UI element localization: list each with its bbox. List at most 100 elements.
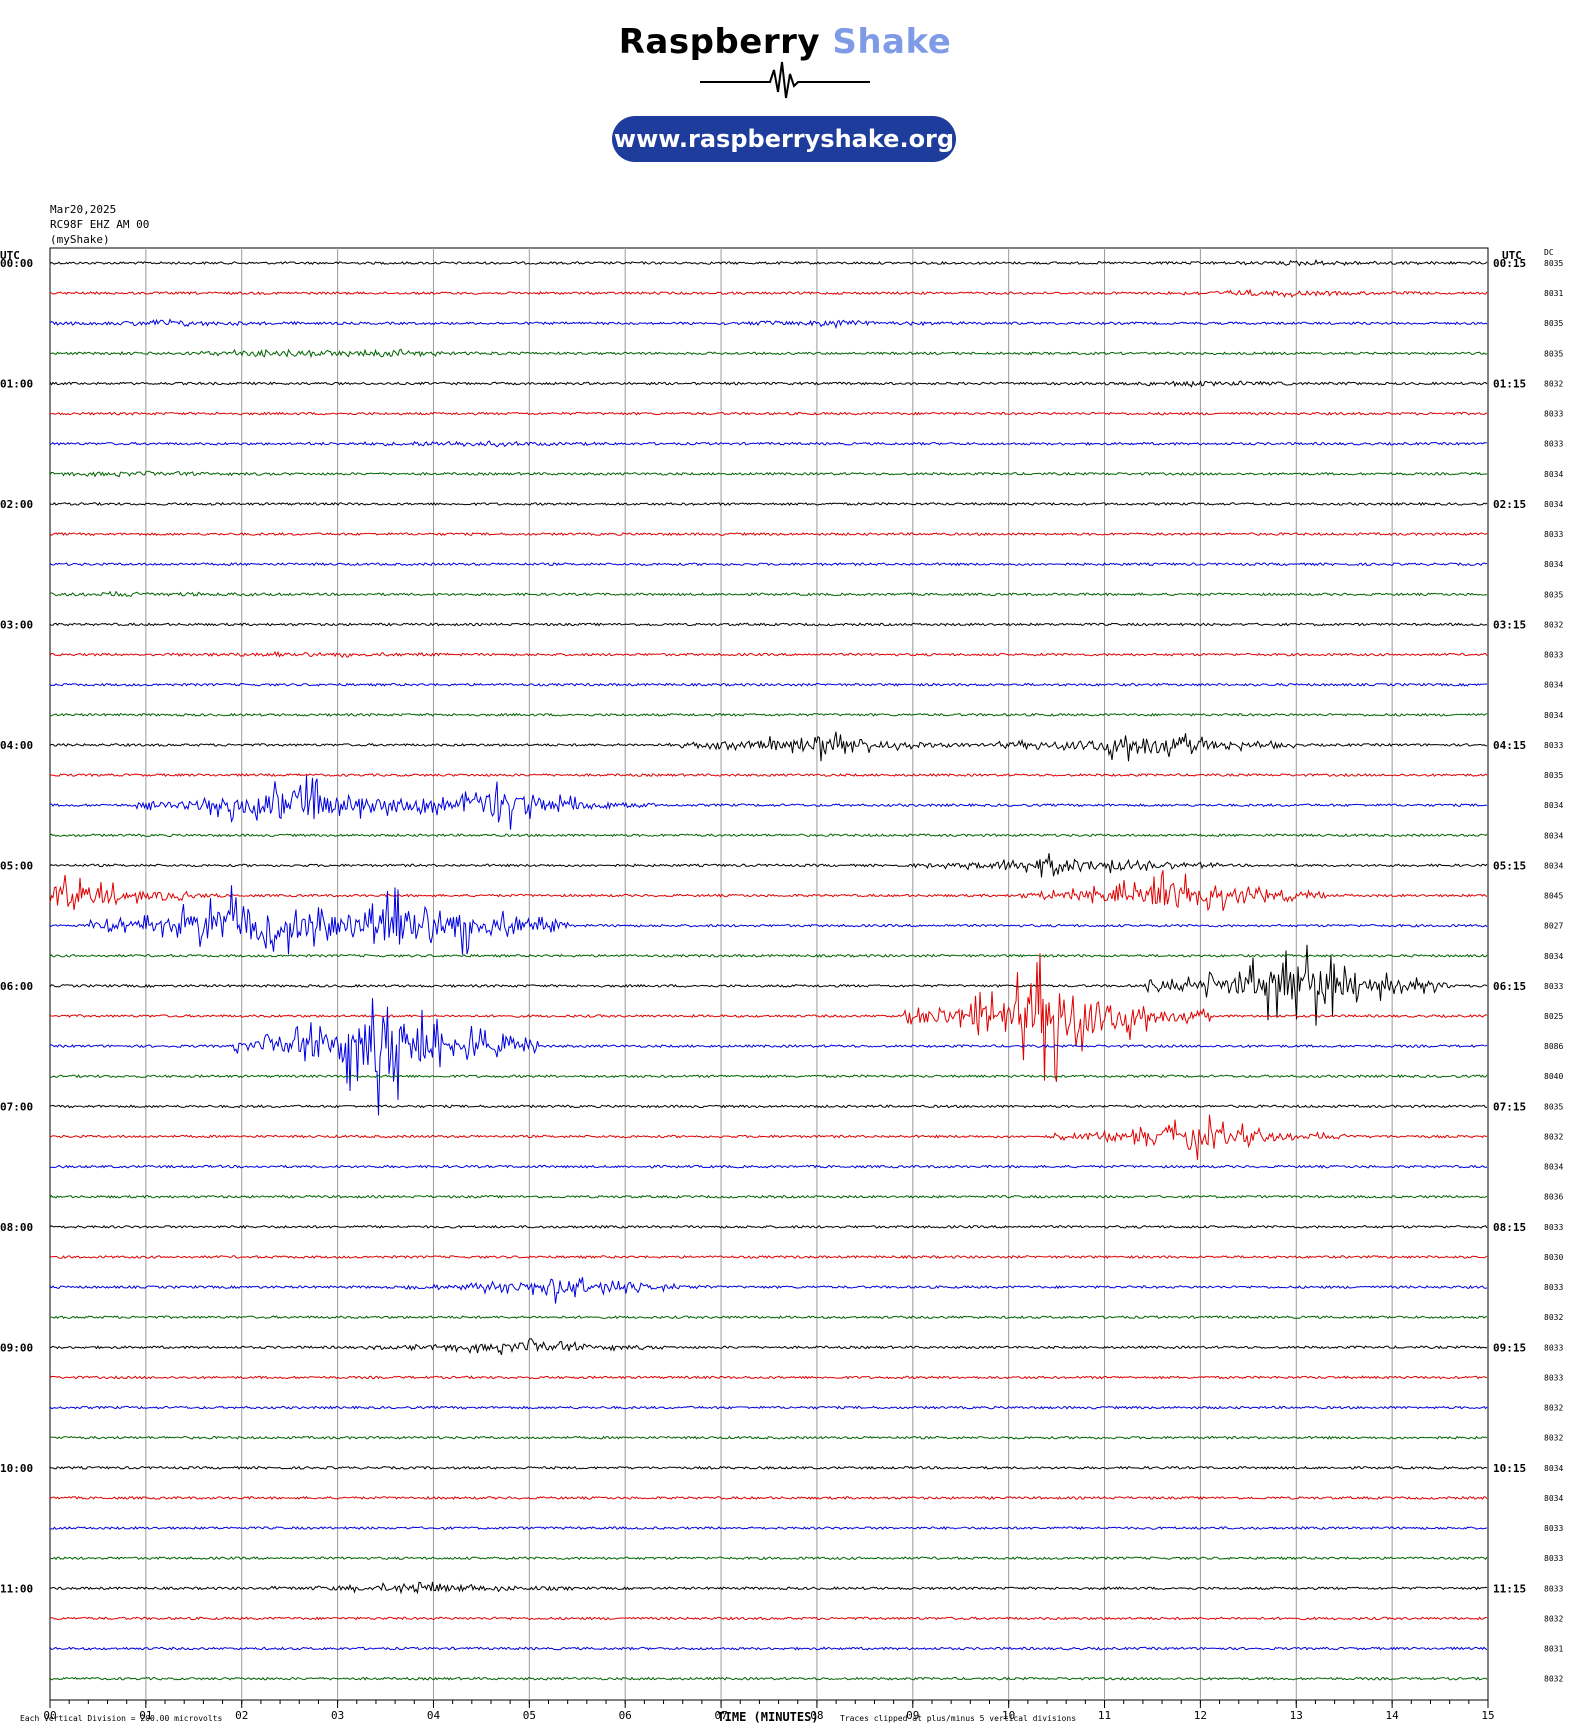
trace-line bbox=[49, 1194, 1488, 1199]
x-tick-label: 06 bbox=[619, 1709, 632, 1722]
trace-line bbox=[49, 1338, 1488, 1356]
x-tick-label: 00 bbox=[43, 1709, 56, 1722]
trace-line bbox=[49, 532, 1488, 537]
right-time-label: 00:15 bbox=[1493, 257, 1526, 270]
trace-line bbox=[49, 1526, 1488, 1531]
dc-value-label: 8032 bbox=[1544, 379, 1563, 388]
dc-value-label: 8034 bbox=[1544, 801, 1563, 810]
x-tick-label: 02 bbox=[235, 1709, 248, 1722]
right-time-label: 10:15 bbox=[1493, 1462, 1526, 1475]
right-time-label: 06:15 bbox=[1493, 980, 1526, 993]
dc-value-label: 8033 bbox=[1544, 982, 1563, 991]
dc-value-label: 8035 bbox=[1544, 1102, 1563, 1111]
dc-value-label: 8031 bbox=[1544, 289, 1563, 298]
trace-line bbox=[49, 288, 1488, 298]
trace-line bbox=[49, 1277, 1488, 1304]
x-tick-label: 09 bbox=[906, 1709, 919, 1722]
dc-value-label: 8033 bbox=[1544, 1584, 1563, 1593]
dc-value-label: 8033 bbox=[1544, 1223, 1563, 1232]
dc-value-label: 8035 bbox=[1544, 319, 1563, 328]
trace-line bbox=[49, 1495, 1488, 1501]
right-axis-title: UTC bbox=[1502, 249, 1522, 262]
dc-value-label: 8032 bbox=[1544, 1614, 1563, 1623]
right-time-label: 05:15 bbox=[1493, 859, 1526, 872]
dc-value-label: 8033 bbox=[1544, 741, 1563, 750]
trace-line bbox=[49, 380, 1488, 388]
trace-line bbox=[49, 622, 1488, 627]
dc-title: DC bbox=[1544, 248, 1554, 257]
left-time-label: 09:00 bbox=[0, 1341, 33, 1354]
trace-line bbox=[49, 998, 1488, 1116]
left-axis-title: UTC bbox=[0, 249, 20, 262]
trace-line bbox=[49, 1375, 1488, 1380]
trace-line bbox=[49, 712, 1488, 717]
trace-line bbox=[49, 1646, 1488, 1651]
x-tick-label: 11 bbox=[1098, 1709, 1111, 1722]
left-time-label: 10:00 bbox=[0, 1462, 33, 1475]
right-time-label: 11:15 bbox=[1493, 1582, 1526, 1595]
dc-value-label: 8033 bbox=[1544, 1373, 1563, 1382]
x-tick-label: 12 bbox=[1194, 1709, 1207, 1722]
dc-value-label: 8032 bbox=[1544, 1132, 1563, 1141]
trace-line bbox=[49, 1104, 1487, 1109]
dc-value-label: 8036 bbox=[1544, 1193, 1563, 1202]
trace-line bbox=[49, 440, 1488, 448]
trace-line bbox=[49, 1114, 1488, 1160]
dc-value-label: 8031 bbox=[1544, 1645, 1563, 1654]
trace-line bbox=[49, 833, 1488, 838]
trace-line bbox=[49, 885, 1488, 955]
trace-line bbox=[49, 470, 1488, 478]
left-time-label: 07:00 bbox=[0, 1100, 33, 1113]
brand-name-part1: Raspberry bbox=[618, 22, 821, 62]
trace-line bbox=[49, 953, 1488, 958]
dc-value-label: 8030 bbox=[1544, 1253, 1563, 1262]
left-time-label: 11:00 bbox=[0, 1582, 33, 1595]
dc-value-label: 8033 bbox=[1544, 651, 1563, 660]
trace-line bbox=[49, 944, 1488, 1026]
dc-value-label: 8032 bbox=[1544, 1313, 1563, 1322]
website-link[interactable]: www.raspberryshake.org bbox=[612, 116, 956, 162]
dc-value-label: 8034 bbox=[1544, 1494, 1563, 1503]
right-time-label: 07:15 bbox=[1493, 1100, 1526, 1113]
trace-line bbox=[49, 650, 1488, 659]
seismogram-logo-icon bbox=[700, 61, 870, 99]
dc-value-label: 8035 bbox=[1544, 590, 1563, 599]
dc-value-label: 8034 bbox=[1544, 952, 1563, 961]
x-tick-label: 10 bbox=[1002, 1709, 1015, 1722]
trace-line bbox=[49, 1435, 1488, 1440]
dc-value-label: 8033 bbox=[1544, 440, 1563, 449]
dc-value-label: 8032 bbox=[1544, 1404, 1563, 1413]
left-time-label: 06:00 bbox=[0, 980, 33, 993]
trace-line bbox=[49, 731, 1488, 762]
x-axis-label: TIME (MINUTES) bbox=[717, 1710, 818, 1724]
right-time-label: 08:15 bbox=[1493, 1221, 1526, 1234]
trace-line bbox=[49, 562, 1488, 567]
x-tick-label: 14 bbox=[1386, 1709, 1400, 1722]
left-time-label: 01:00 bbox=[0, 377, 33, 390]
dc-value-label: 8033 bbox=[1544, 1283, 1563, 1292]
dc-value-label: 8025 bbox=[1544, 1012, 1563, 1021]
dc-value-label: 8033 bbox=[1544, 1343, 1563, 1352]
brand-name-part2: Shake bbox=[832, 22, 952, 62]
trace-line bbox=[49, 411, 1488, 416]
dc-value-label: 8034 bbox=[1544, 1163, 1563, 1172]
left-time-label: 05:00 bbox=[0, 859, 33, 872]
dc-value-label: 8033 bbox=[1544, 410, 1563, 419]
dc-value-label: 8086 bbox=[1544, 1042, 1563, 1051]
right-time-label: 02:15 bbox=[1493, 498, 1526, 511]
trace-line bbox=[49, 1676, 1488, 1681]
trace-line bbox=[49, 318, 1488, 330]
dc-value-label: 8032 bbox=[1544, 1675, 1563, 1684]
trace-line bbox=[49, 773, 1488, 778]
dc-value-label: 8033 bbox=[1544, 1554, 1563, 1563]
trace-line bbox=[49, 259, 1488, 267]
dc-value-label: 8032 bbox=[1544, 1434, 1563, 1443]
right-time-label: 04:15 bbox=[1493, 739, 1526, 752]
trace-line bbox=[49, 590, 1488, 598]
dc-value-label: 8034 bbox=[1544, 711, 1563, 720]
trace-line bbox=[49, 1224, 1488, 1229]
trace-line bbox=[49, 1465, 1488, 1470]
trace-line bbox=[49, 348, 1488, 359]
brand-logo: Raspberry Shake bbox=[0, 22, 1570, 62]
dc-value-label: 8035 bbox=[1544, 349, 1563, 358]
